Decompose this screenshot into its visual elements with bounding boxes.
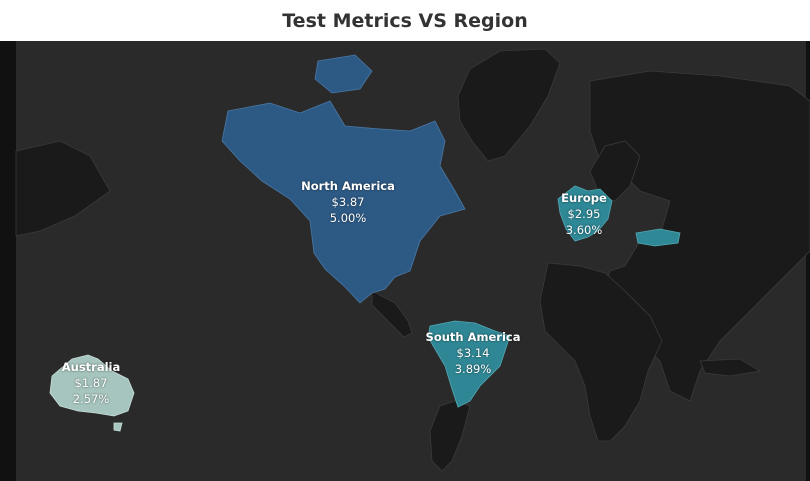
label-south-america[interactable]: South America $3.14 3.89% bbox=[420, 329, 526, 377]
region-name: North America bbox=[301, 179, 395, 193]
region-south-america-shape bbox=[427, 320, 511, 408]
land-indonesia bbox=[699, 358, 762, 377]
region-australia-shape bbox=[49, 354, 135, 417]
label-australia[interactable]: Australia $1.87 2.57% bbox=[50, 359, 132, 407]
region-australia-tasmania bbox=[113, 422, 123, 432]
land-africa bbox=[539, 262, 663, 442]
label-north-america[interactable]: North America $3.87 5.00% bbox=[298, 178, 398, 226]
region-europe-turkey bbox=[635, 228, 681, 247]
chart-header: Test Metrics VS Region bbox=[0, 0, 810, 41]
region-percent: 2.57% bbox=[72, 392, 110, 406]
region-north-america-shape bbox=[221, 100, 466, 304]
region-name: South America bbox=[425, 330, 521, 344]
land-greenland bbox=[457, 48, 561, 162]
region-price: $3.14 bbox=[456, 346, 490, 360]
label-europe[interactable]: Europe $2.95 3.60% bbox=[548, 190, 620, 238]
region-europe-shape bbox=[557, 185, 613, 242]
region-price: $3.87 bbox=[331, 195, 365, 209]
map-title: Test Metrics VS Region bbox=[282, 9, 528, 32]
region-percent: 3.89% bbox=[454, 362, 492, 376]
other-land bbox=[15, 48, 810, 472]
land-alaska-west bbox=[15, 140, 111, 237]
region-price: $2.95 bbox=[567, 207, 601, 221]
world-map[interactable]: North America $3.87 5.00% Europe $2.95 3… bbox=[0, 41, 810, 481]
region-percent: 5.00% bbox=[329, 211, 367, 225]
land-central-america bbox=[371, 290, 413, 338]
land-southern-south-america bbox=[429, 400, 471, 472]
map-canvas bbox=[15, 41, 810, 481]
region-north-america-arctic bbox=[314, 54, 373, 94]
region-percent: 3.60% bbox=[565, 223, 603, 237]
region-name: Australia bbox=[61, 360, 121, 374]
region-price: $1.87 bbox=[74, 376, 108, 390]
region-name: Europe bbox=[561, 191, 607, 205]
